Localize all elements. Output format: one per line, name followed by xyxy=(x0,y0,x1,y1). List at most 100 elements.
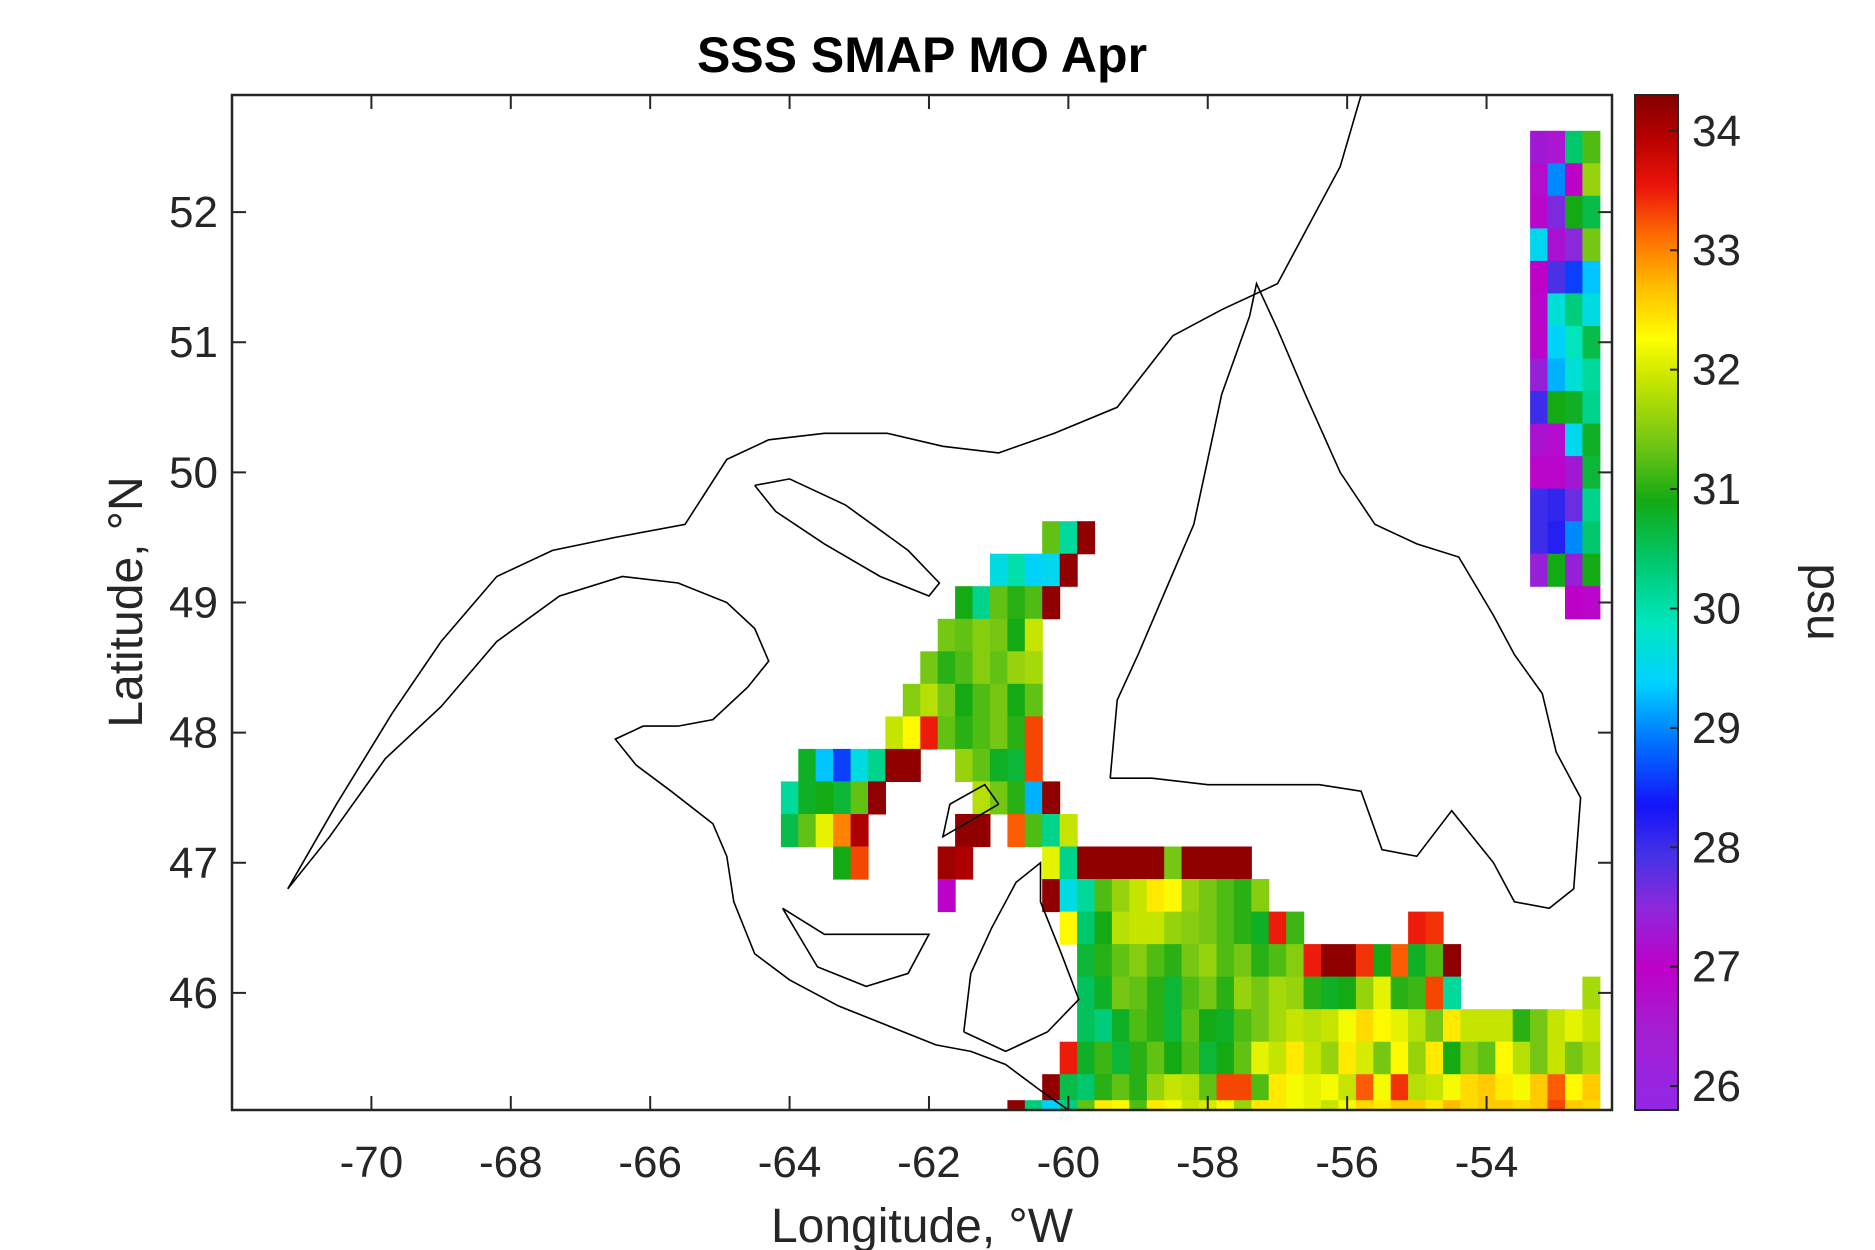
salinity-cell xyxy=(1582,586,1601,620)
salinity-cell xyxy=(1216,1009,1235,1043)
salinity-cell xyxy=(1111,1041,1130,1075)
salinity-cell xyxy=(1094,846,1113,880)
salinity-cell xyxy=(1408,1009,1427,1043)
salinity-cell xyxy=(1582,521,1601,555)
salinity-cell xyxy=(1460,1009,1479,1043)
salinity-cell xyxy=(1355,1074,1374,1108)
salinity-cell xyxy=(1390,1009,1409,1043)
salinity-cell xyxy=(1286,1074,1305,1108)
salinity-cell xyxy=(990,618,1008,652)
salinity-cell xyxy=(798,781,817,815)
salinity-cell xyxy=(1477,1041,1496,1075)
salinity-cell xyxy=(1199,879,1217,913)
salinity-cell xyxy=(1216,976,1235,1010)
salinity-cell xyxy=(1582,260,1601,294)
salinity-cell xyxy=(1024,1100,1043,1110)
colorbar-tick-label: 28 xyxy=(1692,823,1741,872)
salinity-cell xyxy=(1495,1100,1514,1110)
salinity-cell xyxy=(1565,521,1583,555)
salinity-cell xyxy=(1443,1100,1461,1110)
salinity-cell xyxy=(1042,586,1061,620)
salinity-cell xyxy=(1181,846,1200,880)
salinity-cell xyxy=(1077,521,1096,555)
salinity-cell xyxy=(1094,1009,1113,1043)
salinity-cell xyxy=(1425,1041,1444,1075)
salinity-cell xyxy=(1111,911,1130,945)
salinity-cell xyxy=(1565,391,1583,425)
salinity-cell xyxy=(1547,456,1566,490)
salinity-cell xyxy=(1251,879,1270,913)
salinity-cell xyxy=(850,748,869,782)
salinity-cell xyxy=(1425,1009,1444,1043)
salinity-cell xyxy=(850,781,869,815)
salinity-cell xyxy=(1164,944,1183,978)
salinity-cell xyxy=(1547,260,1566,294)
colorbar-tick-label: 34 xyxy=(1692,107,1741,156)
x-tick-label: -68 xyxy=(479,1138,543,1187)
salinity-cell xyxy=(955,814,974,848)
salinity-cell xyxy=(1042,781,1061,815)
salinity-cell xyxy=(1094,1100,1113,1110)
salinity-grid-cells xyxy=(780,130,1601,1110)
salinity-cell xyxy=(780,781,799,815)
salinity-cell xyxy=(1355,1041,1374,1075)
salinity-cell xyxy=(1582,423,1601,457)
salinity-cell xyxy=(1582,1100,1601,1110)
salinity-cell xyxy=(1111,1100,1130,1110)
salinity-cell xyxy=(1582,228,1601,262)
salinity-cell xyxy=(1530,456,1549,490)
salinity-cell xyxy=(1530,521,1549,555)
y-axis-label: Latitude, °N xyxy=(100,476,153,727)
salinity-cell xyxy=(972,651,991,685)
salinity-cell xyxy=(1007,748,1026,782)
salinity-cell xyxy=(1530,488,1549,522)
salinity-cell xyxy=(1565,1074,1583,1108)
salinity-cell xyxy=(1268,1100,1287,1110)
salinity-cell xyxy=(1530,1009,1549,1043)
salinity-cell xyxy=(1495,1009,1514,1043)
salinity-cell xyxy=(1582,293,1601,327)
salinity-cell xyxy=(1286,1100,1305,1110)
salinity-cell xyxy=(955,716,974,750)
salinity-cell xyxy=(1530,163,1549,197)
salinity-cell xyxy=(1059,814,1078,848)
salinity-cell xyxy=(1181,944,1200,978)
salinity-cell xyxy=(1077,1041,1096,1075)
salinity-cell xyxy=(1565,1009,1583,1043)
salinity-cell xyxy=(1547,326,1566,360)
salinity-cell xyxy=(1146,879,1165,913)
colorbar xyxy=(1634,94,1679,1111)
salinity-cell xyxy=(1547,391,1566,425)
salinity-cell xyxy=(1321,944,1339,978)
colorbar-tick-label: 27 xyxy=(1692,943,1741,992)
salinity-cell xyxy=(1355,944,1374,978)
salinity-cell xyxy=(1582,195,1601,229)
salinity-cell xyxy=(1164,1009,1183,1043)
salinity-cell xyxy=(920,683,939,717)
y-tick-label: 46 xyxy=(169,969,218,1018)
salinity-cell xyxy=(955,586,974,620)
salinity-cell xyxy=(1077,1009,1096,1043)
salinity-cell xyxy=(1094,911,1113,945)
salinity-cell xyxy=(1042,553,1061,587)
salinity-cell xyxy=(1443,1074,1461,1108)
x-axis-ticks: -70 -68 -66 -64 -62 -60 -58 -56 -54 xyxy=(340,95,1518,1187)
salinity-cell xyxy=(1547,1074,1566,1108)
y-tick-label: 50 xyxy=(169,448,218,497)
salinity-cell xyxy=(1582,456,1601,490)
salinity-cell xyxy=(1565,326,1583,360)
salinity-cell xyxy=(1129,944,1148,978)
salinity-cell xyxy=(1251,944,1270,978)
salinity-cell xyxy=(1024,814,1043,848)
salinity-cell xyxy=(1233,911,1252,945)
salinity-cell xyxy=(1321,1100,1339,1110)
salinity-cell xyxy=(1408,976,1427,1010)
salinity-cell xyxy=(1565,423,1583,457)
salinity-cell xyxy=(937,716,956,750)
salinity-cell xyxy=(1530,1074,1549,1108)
salinity-cell xyxy=(1111,846,1130,880)
salinity-cell xyxy=(1059,911,1078,945)
salinity-cell xyxy=(1512,1100,1531,1110)
salinity-cell xyxy=(1565,130,1583,164)
